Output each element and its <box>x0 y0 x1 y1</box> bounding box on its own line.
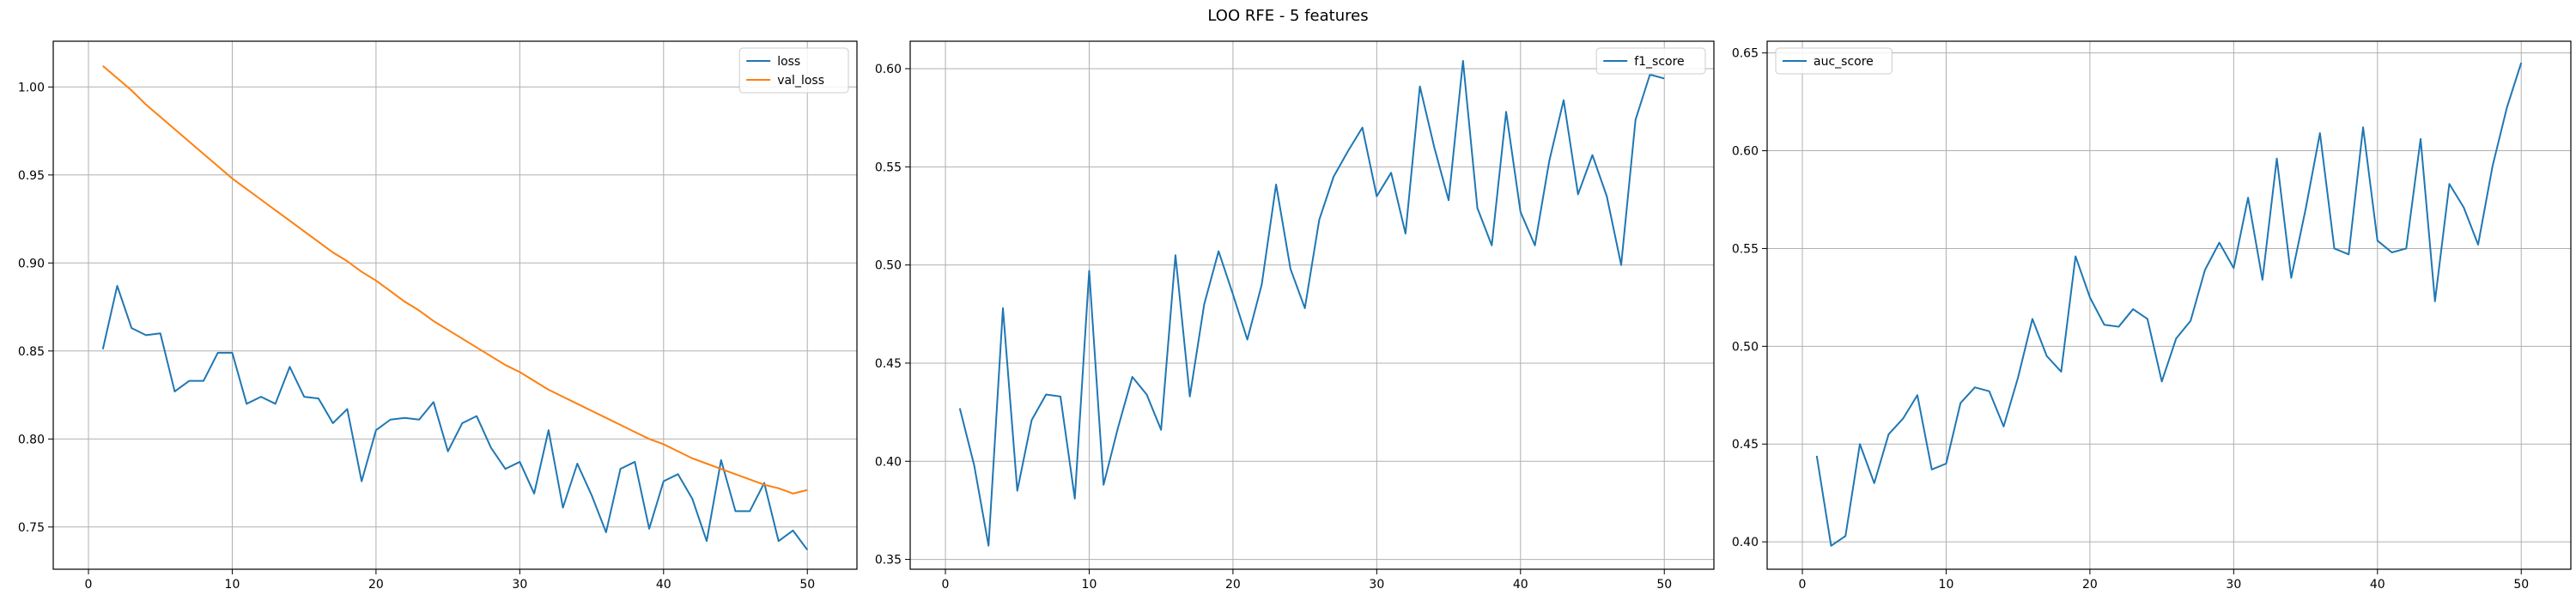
series-line-val_loss <box>102 64 808 495</box>
legend-label-f1_score: f1_score <box>1634 55 1684 69</box>
axes-frame <box>1766 40 2572 570</box>
y-tick-label: 0.50 <box>875 259 902 273</box>
x-tick-label: 10 <box>225 578 240 592</box>
x-tick-label: 40 <box>656 578 671 592</box>
y-tick-label: 0.95 <box>18 169 45 183</box>
x-tick-label: 0 <box>942 578 950 592</box>
y-tick-label: 1.00 <box>18 81 45 94</box>
chart-panel-2: 0 10 20 30 40 50 0.35 0.40 0.45 0.50 0.55 0.60 f1_sc… <box>875 40 1715 592</box>
series-line-f1_score <box>958 59 1665 547</box>
x-tick-label: 30 <box>512 578 527 592</box>
legend: f1_score <box>1595 47 1706 75</box>
x-tick-label: 30 <box>1369 578 1384 592</box>
legend-label-val_loss: val_loss <box>777 74 824 88</box>
y-tick-label: 0.45 <box>875 357 902 371</box>
y-tick-label: 0.40 <box>875 455 902 469</box>
x-tick-label: 10 <box>1082 578 1097 592</box>
x-tick-label: 50 <box>1656 578 1672 592</box>
x-tick-label: 0 <box>1799 578 1807 592</box>
legend-box <box>1775 47 1893 75</box>
x-tick-label: 10 <box>1939 578 1954 592</box>
y-tick-label: 0.45 <box>1732 438 1759 452</box>
y-tick-label: 0.75 <box>18 521 45 535</box>
x-tick-label: 0 <box>85 578 93 592</box>
chart-panel-3: 0 10 20 30 40 50 0.40 0.45 0.50 0.55 0.60 0.65 auc_s… <box>1732 40 2572 592</box>
y-tick-label: 0.40 <box>1732 536 1759 549</box>
series-line-auc_score <box>1815 62 2523 547</box>
y-tick-label: 0.55 <box>1732 242 1759 256</box>
figure-title: LOO RFE - 5 features <box>1207 7 1369 25</box>
y-tick-label: 0.90 <box>18 257 45 270</box>
y-tick-label: 0.85 <box>18 345 45 359</box>
y-tick-label: 0.50 <box>1732 340 1759 354</box>
legend-box <box>1595 47 1706 75</box>
legend: loss val_loss <box>738 47 849 94</box>
x-tick-label: 50 <box>2513 578 2529 592</box>
y-tick-label: 0.65 <box>1732 47 1759 61</box>
x-tick-label: 20 <box>1225 578 1241 592</box>
y-tick-label: 0.80 <box>18 433 45 446</box>
legend-label-loss: loss <box>777 55 800 69</box>
legend-label-auc_score: auc_score <box>1814 55 1874 69</box>
x-tick-label: 40 <box>1513 578 1528 592</box>
y-tick-label: 0.55 <box>875 161 902 174</box>
x-tick-label: 20 <box>368 578 384 592</box>
x-tick-label: 20 <box>2082 578 2098 592</box>
chart-panel-1: 0 10 20 30 40 50 0.75 0.80 0.85 0.90 0.95 1.00 loss v… <box>18 40 858 592</box>
legend-box <box>738 47 849 94</box>
series-line-loss <box>101 284 809 551</box>
x-tick-label: 30 <box>2226 578 2241 592</box>
y-tick-label: 0.60 <box>875 63 902 76</box>
legend: auc_score <box>1775 47 1893 75</box>
y-tick-label: 0.35 <box>875 554 902 568</box>
y-tick-label: 0.60 <box>1732 145 1759 159</box>
axes-frame <box>909 40 1715 570</box>
x-tick-label: 50 <box>799 578 815 592</box>
axes-frame <box>52 40 858 570</box>
x-tick-label: 40 <box>2370 578 2385 592</box>
